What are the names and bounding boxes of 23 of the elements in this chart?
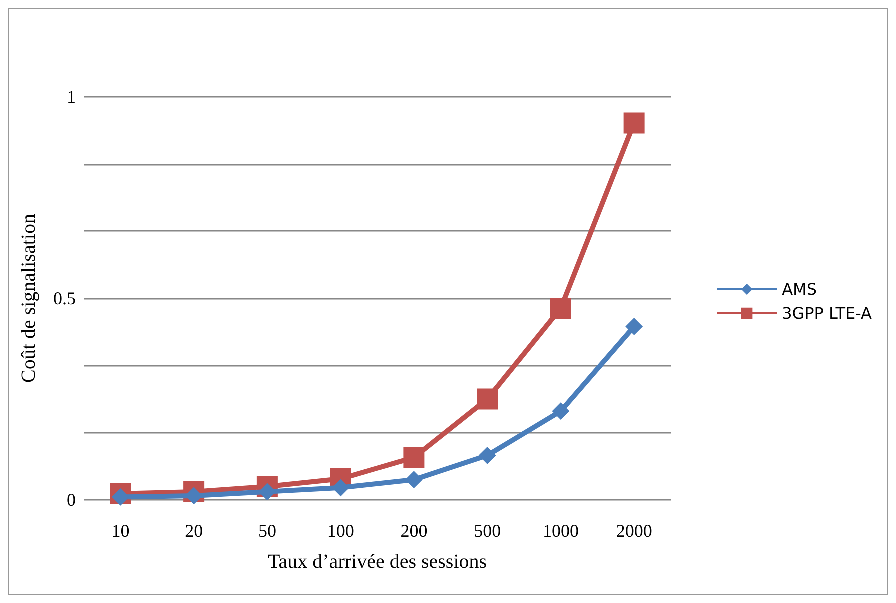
x-tick-label: 10	[112, 521, 130, 541]
x-axis-title: Taux d’arrivée des sessions	[268, 551, 488, 573]
y-axis-title: Coût de signalisation	[18, 214, 40, 383]
point	[624, 112, 645, 134]
point	[550, 298, 572, 320]
x-tick-label: 1000	[542, 521, 579, 541]
point	[479, 447, 496, 464]
x-tick-label: 100	[327, 521, 354, 541]
x-tick-label: 50	[258, 521, 276, 541]
x-tick-label: 2000	[616, 521, 652, 541]
y-tick-label: 1	[67, 87, 76, 107]
y-tick-label: 0.5	[54, 288, 76, 308]
point	[626, 318, 643, 336]
x-tick-label: 20	[185, 521, 204, 541]
legend-label: AMS	[782, 280, 817, 299]
point	[404, 447, 425, 468]
x-tick-label: 500	[474, 521, 502, 541]
x-tick-label: 200	[400, 521, 428, 541]
y-tick-label: 0	[67, 490, 76, 510]
legend-label: 3GPP LTE-A	[782, 304, 872, 323]
point	[552, 402, 570, 420]
point	[477, 388, 498, 410]
point	[406, 471, 423, 488]
